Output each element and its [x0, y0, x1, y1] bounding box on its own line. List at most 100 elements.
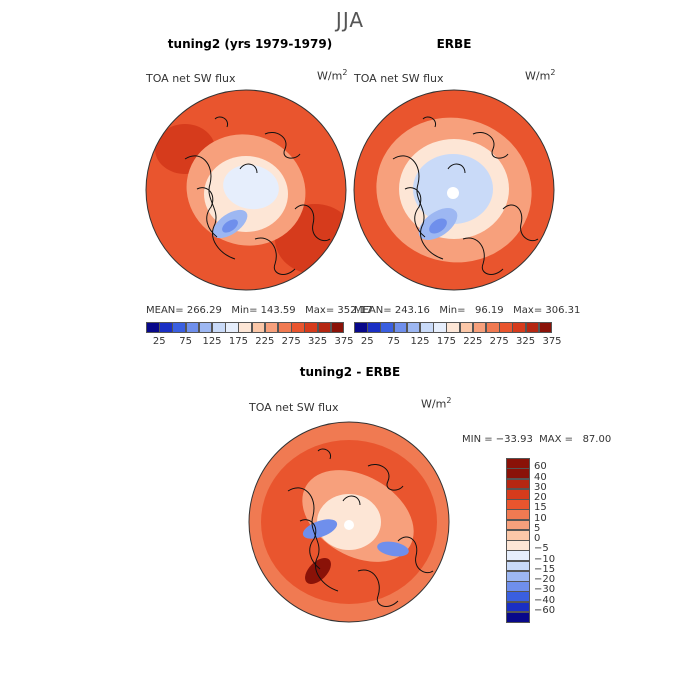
colorbar-tick-label: −20	[534, 574, 556, 585]
colorbar-cell	[304, 322, 319, 333]
colorbar-cell	[146, 322, 160, 333]
colorbar-cell	[420, 322, 434, 333]
coastline	[299, 519, 321, 570]
panel1-colorbar-ticks: 25 75 125 175 225 275 325 375	[146, 336, 354, 350]
colorbar-cell	[506, 611, 530, 623]
region-greenland-core	[222, 219, 238, 233]
coastline	[357, 569, 399, 607]
panel1-colorbar	[146, 322, 345, 333]
colorbar-tick-label: 25	[152, 336, 166, 347]
colorbar-tick-label: 275	[281, 336, 301, 347]
season-title: JJA	[335, 8, 365, 32]
colorbar-cell	[459, 322, 474, 333]
colorbar-cell	[486, 322, 500, 333]
colorbar-cell	[354, 322, 368, 333]
colorbar-tick-label: 75	[387, 336, 400, 347]
panel1-map	[145, 89, 347, 291]
panel2-units: W/m2	[525, 68, 556, 83]
coastline	[397, 536, 434, 574]
colorbar-cell	[380, 322, 395, 333]
panel3-units: W/m2	[421, 396, 452, 411]
colorbar-tick-label: 25	[360, 336, 374, 347]
coastline	[422, 116, 437, 128]
colorbar-cell	[238, 322, 253, 333]
colorbar-cell	[159, 322, 173, 333]
coastline	[342, 495, 361, 506]
colorbar-tick-label: 175	[436, 336, 456, 347]
colorbar-cell	[291, 322, 305, 333]
colorbar-cell	[472, 322, 487, 333]
pole-gap	[447, 187, 459, 199]
colorbar-tick-label: 375	[334, 336, 354, 347]
panel1-units: W/m2	[317, 68, 348, 83]
colorbar-cell	[446, 322, 461, 333]
colorbar-tick-label: 5	[534, 522, 541, 534]
coastline	[447, 163, 466, 174]
colorbar-cell	[506, 519, 530, 531]
colorbar-tick-label: 75	[179, 336, 192, 347]
colorbar-cell	[251, 322, 266, 333]
panel2-variable: TOA net SW flux	[354, 72, 444, 85]
coastline	[254, 237, 296, 275]
colorbar-cell	[212, 322, 226, 333]
coastline	[294, 204, 331, 242]
panel3-stats: MIN = −33.93 MAX = 87.00	[462, 434, 612, 445]
colorbar-cell	[172, 322, 187, 333]
colorbar-tick-label: 225	[255, 336, 275, 347]
colorbar-cell	[512, 322, 527, 333]
coastline	[367, 464, 404, 491]
colorbar-cell	[506, 529, 530, 541]
colorbar-cell	[506, 560, 530, 572]
colorbar-cell	[264, 322, 279, 333]
panel1-title: tuning2 (yrs 1979-1979)	[167, 37, 333, 51]
colorbar-cell	[506, 468, 530, 479]
colorbar-cell	[506, 509, 530, 520]
coastline	[264, 132, 301, 159]
coastline	[462, 237, 504, 275]
region-greenland-core	[429, 218, 447, 234]
region-ice	[223, 164, 279, 210]
colorbar-cell	[198, 322, 213, 333]
colorbar-tick-label: −5	[534, 543, 549, 555]
colorbar-cell	[185, 322, 200, 333]
panel3-colorbar-ticks: 60 40 30 20 15 10 5 0 −5 −10 −15 −20 −30 −40 −60	[534, 458, 574, 622]
colorbar-cell	[538, 322, 553, 333]
colorbar-tick-label: 375	[542, 336, 562, 347]
panel3-title: tuning2 - ERBE	[299, 365, 401, 379]
colorbar-cell	[367, 322, 381, 333]
colorbar-cell	[330, 322, 345, 333]
panel1-stats: MEAN= 266.29 Min= 143.59 Max= 352.17	[146, 305, 373, 316]
colorbar-tick-label: 125	[410, 336, 430, 347]
colorbar-cell	[393, 322, 408, 333]
colorbar-tick-label: 175	[228, 336, 248, 347]
colorbar-tick-label: −60	[534, 604, 556, 616]
colorbar-cell	[506, 591, 530, 602]
colorbar-cell	[506, 488, 530, 500]
panel3-colorbar	[506, 458, 530, 623]
coastline	[502, 204, 539, 242]
panel2-map	[353, 89, 555, 291]
colorbar-tick-label: 325	[516, 336, 536, 347]
colorbar-tick-label: 20	[534, 492, 547, 503]
colorbar-cell	[506, 478, 530, 490]
panel2-stats: MEAN= 243.16 Min= 96.19 Max= 306.31	[354, 305, 581, 316]
region-diff-neg	[377, 541, 409, 557]
panel3-map	[248, 421, 450, 623]
region-diff-max	[305, 558, 331, 584]
colorbar-tick-label: 0	[534, 533, 541, 544]
coastline	[239, 163, 258, 174]
coastline	[472, 132, 509, 159]
coastline	[404, 187, 426, 238]
colorbar-tick-label: 60	[534, 461, 547, 473]
colorbar-cell	[499, 322, 513, 333]
coastline	[196, 187, 218, 238]
pole-gap	[344, 520, 354, 530]
colorbar-tick-label: 40	[534, 471, 547, 483]
panel2-title: ERBE	[436, 37, 472, 51]
panel3-variable: TOA net SW flux	[249, 401, 339, 414]
colorbar-cell	[525, 322, 540, 333]
colorbar-tick-label: −10	[534, 553, 556, 565]
colorbar-tick-label: 225	[463, 336, 483, 347]
panel2-colorbar	[354, 322, 553, 333]
colorbar-cell	[506, 458, 530, 469]
